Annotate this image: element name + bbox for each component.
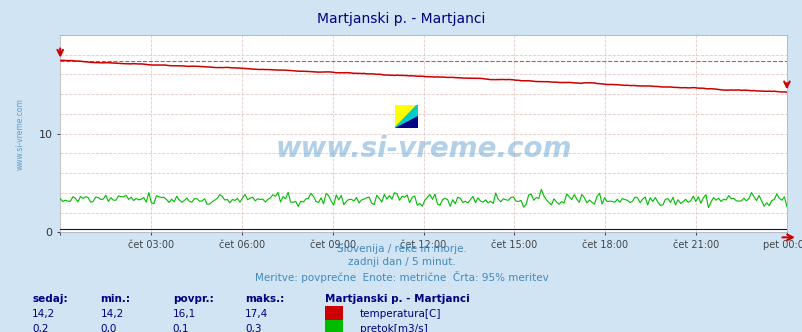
Text: maks.:: maks.: bbox=[245, 294, 284, 304]
Text: sedaj:: sedaj: bbox=[32, 294, 67, 304]
Polygon shape bbox=[395, 105, 417, 128]
Text: temperatura[C]: temperatura[C] bbox=[359, 309, 440, 319]
Text: 16,1: 16,1 bbox=[172, 309, 196, 319]
Polygon shape bbox=[395, 116, 417, 128]
Text: Meritve: povprečne  Enote: metrične  Črta: 95% meritev: Meritve: povprečne Enote: metrične Črta:… bbox=[254, 271, 548, 283]
Text: www.si-vreme.com: www.si-vreme.com bbox=[275, 135, 571, 163]
Text: 0,2: 0,2 bbox=[32, 324, 49, 332]
Text: Martjanski p. - Martjanci: Martjanski p. - Martjanci bbox=[317, 12, 485, 26]
Text: min.:: min.: bbox=[100, 294, 130, 304]
Text: pretok[m3/s]: pretok[m3/s] bbox=[359, 324, 427, 332]
Text: 0,1: 0,1 bbox=[172, 324, 189, 332]
Text: 14,2: 14,2 bbox=[100, 309, 124, 319]
Text: Martjanski p. - Martjanci: Martjanski p. - Martjanci bbox=[325, 294, 469, 304]
Text: 14,2: 14,2 bbox=[32, 309, 55, 319]
Text: 0,3: 0,3 bbox=[245, 324, 261, 332]
Text: povpr.:: povpr.: bbox=[172, 294, 213, 304]
Text: Slovenija / reke in morje.: Slovenija / reke in morje. bbox=[336, 244, 466, 254]
Polygon shape bbox=[395, 105, 417, 128]
Text: zadnji dan / 5 minut.: zadnji dan / 5 minut. bbox=[347, 257, 455, 267]
Text: 0,0: 0,0 bbox=[100, 324, 116, 332]
Text: 17,4: 17,4 bbox=[245, 309, 268, 319]
Text: www.si-vreme.com: www.si-vreme.com bbox=[16, 98, 25, 170]
